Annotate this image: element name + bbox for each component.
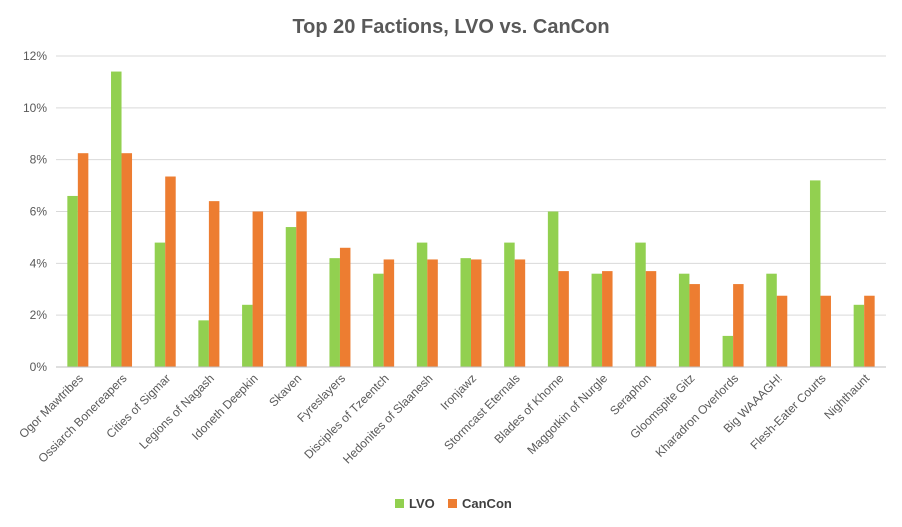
bar-cancon [427,259,438,367]
bar-cancon [339,247,351,367]
bar-cancon [558,271,569,367]
bar-lvo [635,242,646,367]
bar-lvo [154,242,166,367]
legend-swatch-cancon [448,499,457,508]
y-tick-label: 12% [23,49,47,63]
chart-title: Top 20 Factions, LVO vs. CanCon [292,16,609,38]
bar-cancon [602,271,613,367]
bar-cancon [165,176,176,367]
legend-label-cancon: CanCon [462,496,512,511]
bar-lvo [722,335,734,367]
bar-lvo [111,71,122,368]
y-tick-label: 4% [30,256,48,270]
bar-cancon [645,271,657,367]
bars [67,71,875,368]
bar-lvo [766,273,777,367]
x-category-label: Kharadron Overlords [653,371,742,460]
y-tick-label: 0% [30,360,48,374]
bar-lvo [285,227,297,367]
x-category-label: Legions of Nagash [136,371,217,452]
bar-lvo [373,273,384,367]
bar-lvo [460,258,471,367]
y-tick-label: 6% [30,205,48,219]
bar-lvo [853,304,865,367]
bar-lvo [329,258,340,367]
bar-lvo [591,273,603,367]
y-tick-label: 2% [30,308,48,322]
bar-cancon [471,259,482,367]
x-category-label: Flesh-Eater Courts [747,371,828,452]
bar-cancon [514,259,526,367]
bar-lvo [809,180,821,367]
bar-lvo [242,304,253,367]
legend: LVO CanCon [395,496,512,511]
bar-lvo [504,242,515,367]
x-category-label: Ironjawz [438,371,479,412]
bar-lvo [547,211,559,367]
x-category-label: Maggotkin of Nurgle [524,371,610,457]
bar-cancon [252,211,264,367]
bar-lvo [416,242,428,367]
bar-cancon [121,153,133,367]
bar-lvo [198,320,209,367]
x-category-label: Skaven [266,371,304,409]
x-category-label: Stormcast Eternals [441,371,523,453]
bar-cancon [820,295,831,367]
bar-cancon [296,211,307,367]
x-category-label: Disciples of Tzeentch [301,371,391,461]
bar-cancon [733,284,744,367]
y-tick-label: 8% [30,153,48,167]
gridlines [56,55,886,316]
bar-cancon [776,295,788,367]
legend-label-lvo: LVO [409,496,435,511]
bar-cancon [689,284,700,367]
bar-lvo [678,273,690,367]
bar-lvo [67,195,78,367]
bar-cancon [77,153,89,367]
bar-cancon [383,259,395,367]
bar-cancon [208,201,220,367]
bar-cancon [864,295,875,367]
x-category-label: Nighthaunt [821,371,872,422]
y-tick-label: 10% [23,101,47,115]
legend-swatch-lvo [395,499,404,508]
y-axis-ticks: 0% 2% 4% 6% 8% 10% 12% [23,49,47,374]
x-category-label: Hedonites of Slaanesh [340,371,435,466]
